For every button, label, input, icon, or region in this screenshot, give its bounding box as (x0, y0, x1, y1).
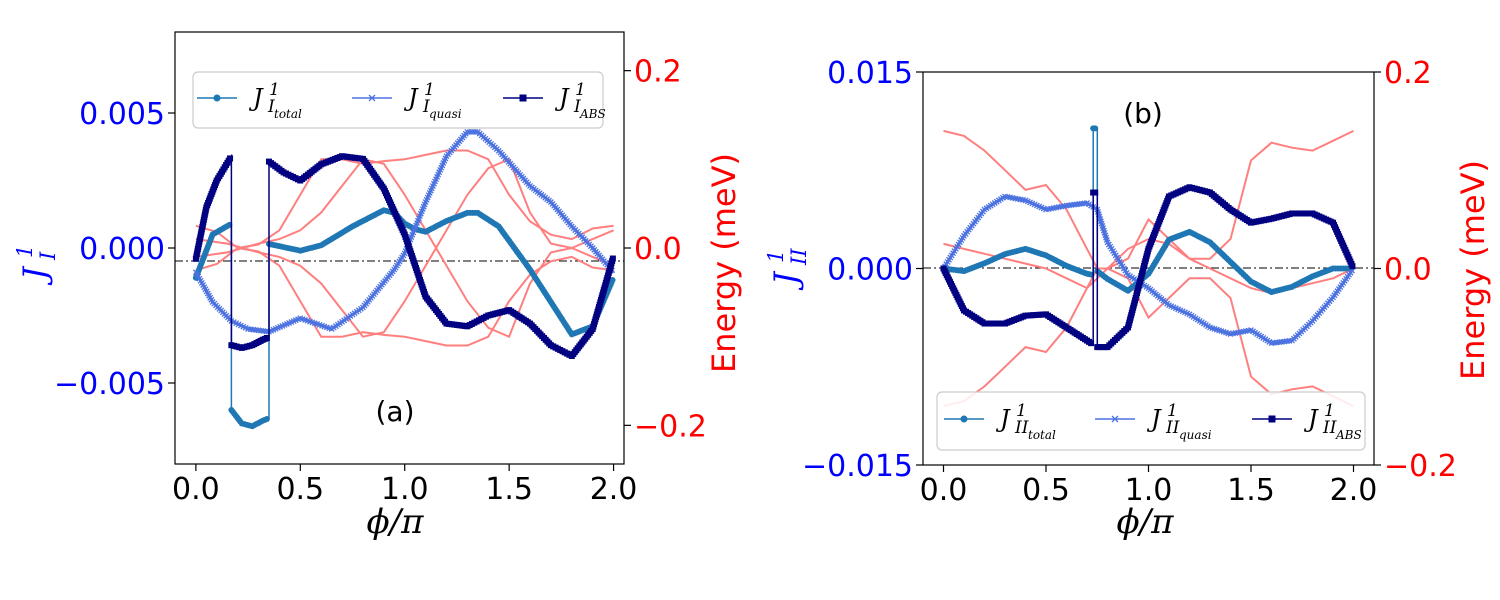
legend-label-sup-ABS-a: 1 (575, 80, 586, 100)
x-axis-label-b: ϕ/π (1117, 502, 1175, 542)
legend-marker-ABS-a (519, 94, 527, 102)
panel-label-b: (b) (1123, 97, 1163, 130)
legend-label-sup-total-b: 1 (1016, 401, 1027, 421)
legend-label-sub-total-b: II (1014, 418, 1029, 438)
x-tick-label-b: 1.0 (1125, 473, 1173, 508)
y-left-tick-label-a: 0.000 (79, 232, 165, 267)
energy-band-line-b (943, 129, 1354, 270)
y-right-tick-label-a: 0.2 (634, 55, 682, 90)
energy-band-line-a (195, 157, 614, 338)
panel-a: 0.0 0.5 1.0 1.5 2.0 −0.005 0.000 0.005 −0.2 0.0 0.… (13, 31, 743, 542)
point-total-b (1092, 125, 1099, 132)
point-ABS-b (1349, 263, 1356, 270)
y-left-tick-label-b: −0.015 (802, 449, 913, 484)
energy-band-line-a (195, 158, 614, 339)
legend-label-sub-total-a: I (267, 97, 275, 117)
y-right-tick-label-a: −0.2 (634, 409, 707, 444)
legend-marker-ABS-b (1268, 415, 1276, 423)
y-left-tick-label-a: −0.005 (54, 367, 165, 402)
energy-band-line-a (195, 246, 614, 347)
legend-frame-b (936, 391, 1366, 451)
legend-label-sup-total-a: 1 (269, 80, 280, 100)
right-axis-label-a: Energy (meV) (705, 153, 743, 373)
legend-marker-total-a (213, 94, 221, 102)
x-axis-label-a: ϕ/π (367, 502, 425, 542)
legend-label-sub-quasi-b: II (1165, 418, 1180, 438)
x-tick-label-a: 1.5 (485, 472, 533, 507)
legend-label-sub2-ABS-b: ABS (1335, 428, 1362, 442)
legend-label-sub2-quasi-b: quasi (1179, 428, 1212, 442)
y-left-tick-label-b: 0.015 (827, 56, 913, 91)
legend-marker-total-b (960, 415, 968, 423)
x-tick-label-a: 1.0 (381, 472, 429, 507)
point-ABS-a (609, 255, 616, 262)
left-axis-label-a-sup: 1 (13, 245, 37, 258)
legend-marker-quasi-b (1111, 415, 1119, 423)
left-axis-label-b-base: J (767, 270, 805, 291)
legend-label-sub2-total-b: total (1028, 428, 1056, 442)
point-ABS-a (263, 335, 270, 341)
right-axis-label-b: Energy (meV) (1454, 160, 1492, 380)
legend-label-sub2-ABS-a: ABS (579, 107, 606, 121)
panel-b: 0.0 0.5 1.0 1.5 2.0 −0.015 0.000 0.015 −0.2 0.0 0.… (764, 56, 1492, 542)
y-right-tick-label-b: 0.0 (1384, 253, 1432, 288)
left-axis-label-b-sub: II (787, 248, 811, 266)
legend-label-sup-ABS-b: 1 (1324, 401, 1335, 421)
point-ABS-b (1092, 189, 1099, 196)
x-tick-label-b: 2.0 (1330, 473, 1378, 508)
legend-label-sub2-total-a: total (274, 107, 302, 121)
x-tick-label-a: 0.5 (276, 472, 324, 507)
legend-label-sub-ABS-a: I (573, 97, 581, 117)
x-tick-label-a: 0.0 (172, 472, 220, 507)
x-tick-label-a: 2.0 (590, 472, 638, 507)
legend-label-sub-quasi-a: I (422, 97, 430, 117)
left-axis-label-a: J 1 I (13, 245, 60, 286)
y-left-tick-label-b: 0.000 (827, 253, 913, 288)
point-total-a (609, 277, 616, 284)
panel-label-a: (a) (375, 395, 414, 428)
legend-label-sup-quasi-b: 1 (1167, 401, 1178, 421)
legend-frame-a (192, 71, 604, 129)
legend-marker-quasi-a (368, 94, 376, 102)
legend-label-sup-quasi-a: 1 (424, 80, 435, 100)
point-total-a (263, 416, 270, 422)
y-right-tick-label-a: 0.0 (634, 232, 682, 267)
left-axis-label-b: J 1 II (764, 248, 811, 291)
y-right-tick-label-b: −0.2 (1384, 449, 1457, 484)
left-axis-label-b-sup: 1 (764, 250, 788, 263)
energy-band-line-a (195, 149, 614, 250)
x-tick-label-b: 0.5 (1022, 473, 1070, 508)
point-ABS-b (1088, 340, 1095, 347)
point-ABS-a (227, 155, 234, 162)
left-axis-label-a-sub: I (36, 251, 60, 261)
y-left-tick-label-a: 0.005 (79, 97, 165, 132)
left-axis-label-a-base: J (16, 265, 54, 286)
y-right-tick-label-b: 0.2 (1384, 56, 1432, 91)
legend-label-sub2-quasi-a: quasi (429, 107, 462, 121)
x-tick-label-b: 1.5 (1227, 473, 1275, 508)
x-tick-label-b: 0.0 (920, 473, 968, 508)
legend-label-sub-ABS-b: II (1322, 418, 1337, 438)
